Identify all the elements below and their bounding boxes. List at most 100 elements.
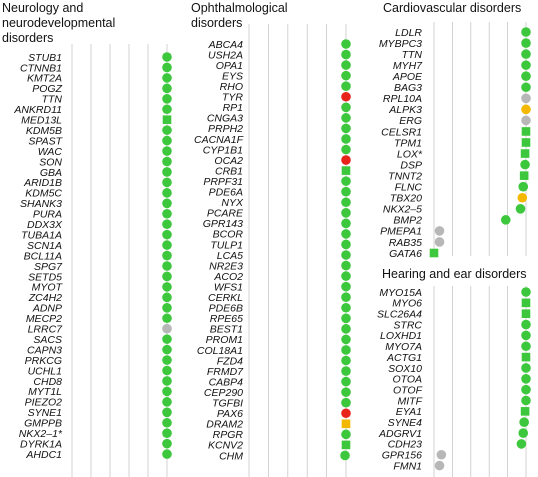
gene-label: LOX* <box>397 148 423 160</box>
gene-marker-circle <box>521 341 531 352</box>
gene-label: GPR143 <box>203 218 243 230</box>
gene-label: POGZ <box>32 83 62 95</box>
panel-4: Hearing and ear disorders MYO15AMYO6SLC26… <box>377 267 531 477</box>
gene-marker-circle <box>162 229 172 240</box>
gene-label: BCOR <box>213 229 244 241</box>
gene-label: CTNNB1 <box>20 62 62 74</box>
gene-label: GMPPB <box>24 418 62 430</box>
gene-label: BMP2 <box>393 215 422 227</box>
gene-marker-square <box>520 407 530 416</box>
gene-label: PROM1 <box>206 334 243 346</box>
gene-label: CYP1B1 <box>203 144 243 156</box>
gene-marker-circle <box>516 439 527 449</box>
gene-marker-circle <box>162 428 172 439</box>
gene-label: LOXHD1 <box>380 330 422 342</box>
gene-label: RP1 <box>223 102 243 114</box>
gene-marker-circle <box>341 355 351 366</box>
gene-label: RPL10A <box>383 93 422 105</box>
gene-label: SOX10 <box>388 363 422 375</box>
gene-label: TBX20 <box>390 193 422 205</box>
gene-marker-circle <box>521 363 531 373</box>
gene-label: KDM5C <box>25 188 62 200</box>
gene-marker-circle <box>162 167 172 177</box>
gene-marker-circle <box>162 125 172 135</box>
gene-label: CELSR1 <box>381 126 422 138</box>
gene-marker-square <box>520 149 530 158</box>
gene-label: MYH7 <box>393 60 423 72</box>
gene-marker-square <box>521 127 531 136</box>
gene-marker-circle <box>521 374 531 384</box>
gene-marker-circle <box>434 237 445 247</box>
gene-marker-square <box>521 352 531 362</box>
gene-label: NR2E3 <box>209 260 243 272</box>
gene-marker-circle <box>500 215 511 225</box>
gene-marker-circle <box>341 260 351 271</box>
gene-marker-circle <box>341 81 351 91</box>
gene-label: SCN1A <box>27 240 62 252</box>
gene-marker-circle <box>521 319 531 330</box>
gene-marker-circle <box>162 323 172 334</box>
panel-title: Cardiovascular disorders <box>383 1 521 15</box>
gene-marker-circle <box>515 204 526 214</box>
gene-marker-circle <box>341 302 351 313</box>
gene-label: ERG <box>399 115 422 127</box>
gene-marker-circle <box>162 177 172 188</box>
gene-marker-circle <box>162 73 172 83</box>
gene-label: TNNT2 <box>388 170 422 182</box>
gene-label: TYR <box>222 92 243 104</box>
gene-label: LRRC7 <box>28 324 64 336</box>
gene-label: LCA5 <box>217 250 243 262</box>
gene-marker-circle <box>341 397 351 408</box>
gene-marker-circle <box>341 429 351 440</box>
gene-label: TULP1 <box>210 239 243 251</box>
gene-marker-circle <box>341 49 351 60</box>
gene-label: SYNE1 <box>28 407 62 419</box>
gene-marker-circle <box>341 366 351 376</box>
gene-marker-circle <box>162 198 172 209</box>
gene-label: FRMD7 <box>207 366 244 378</box>
gene-label: MECP2 <box>26 313 62 325</box>
gene-label: STUB1 <box>28 52 62 64</box>
gene-marker-circle <box>162 355 172 365</box>
gene-marker-circle <box>519 417 529 428</box>
gene-label: TPM1 <box>394 137 422 149</box>
gene-marker-circle <box>162 386 172 397</box>
gene-marker-circle <box>521 104 531 115</box>
gene-label: CNGA3 <box>207 113 243 125</box>
gene-marker-circle <box>162 146 172 156</box>
gene-label: ALPK3 <box>388 104 422 116</box>
gene-label: CAPN3 <box>27 344 62 356</box>
gene-label: MYO6 <box>392 298 422 310</box>
gene-marker-circle <box>341 70 351 81</box>
gene-label: UCHL1 <box>28 365 62 377</box>
gene-marker-circle <box>521 93 531 104</box>
gene-label: ABCA4 <box>208 39 244 51</box>
gene-marker-circle <box>341 102 351 113</box>
gene-marker-circle <box>162 135 172 146</box>
gene-marker-circle <box>521 384 531 395</box>
panel-3: Cardiovascular disorders LDLRMYBPC3TTNMYH… <box>379 1 531 260</box>
panel-title: Ophthalmological <box>191 1 288 15</box>
gene-label: NYX <box>221 197 244 209</box>
gene-label: TUBA1A <box>21 229 62 241</box>
gene-marker-circle <box>162 438 172 449</box>
gene-marker-circle <box>341 60 351 70</box>
gene-label: EYA1 <box>396 406 422 418</box>
gene-label: PIEZO2 <box>25 397 63 409</box>
gene-marker-circle <box>341 134 351 144</box>
gene-label: ADGRV1 <box>378 428 422 440</box>
gene-marker-circle <box>341 39 351 49</box>
gene-marker-circle <box>162 282 172 292</box>
gene-label: ACO2 <box>213 271 243 283</box>
gene-marker-circle <box>341 113 351 123</box>
gene-marker-square <box>519 171 529 180</box>
gene-label: OPA1 <box>216 60 243 72</box>
gene-label: SETD5 <box>28 271 62 283</box>
gene-marker-circle <box>162 365 172 376</box>
gene-label: RPE65 <box>210 313 243 325</box>
gene-marker-circle <box>341 239 351 250</box>
gene-label: COL18A1 <box>197 345 243 357</box>
gene-label: RHO <box>220 81 243 93</box>
gene-label: WAC <box>38 146 63 158</box>
